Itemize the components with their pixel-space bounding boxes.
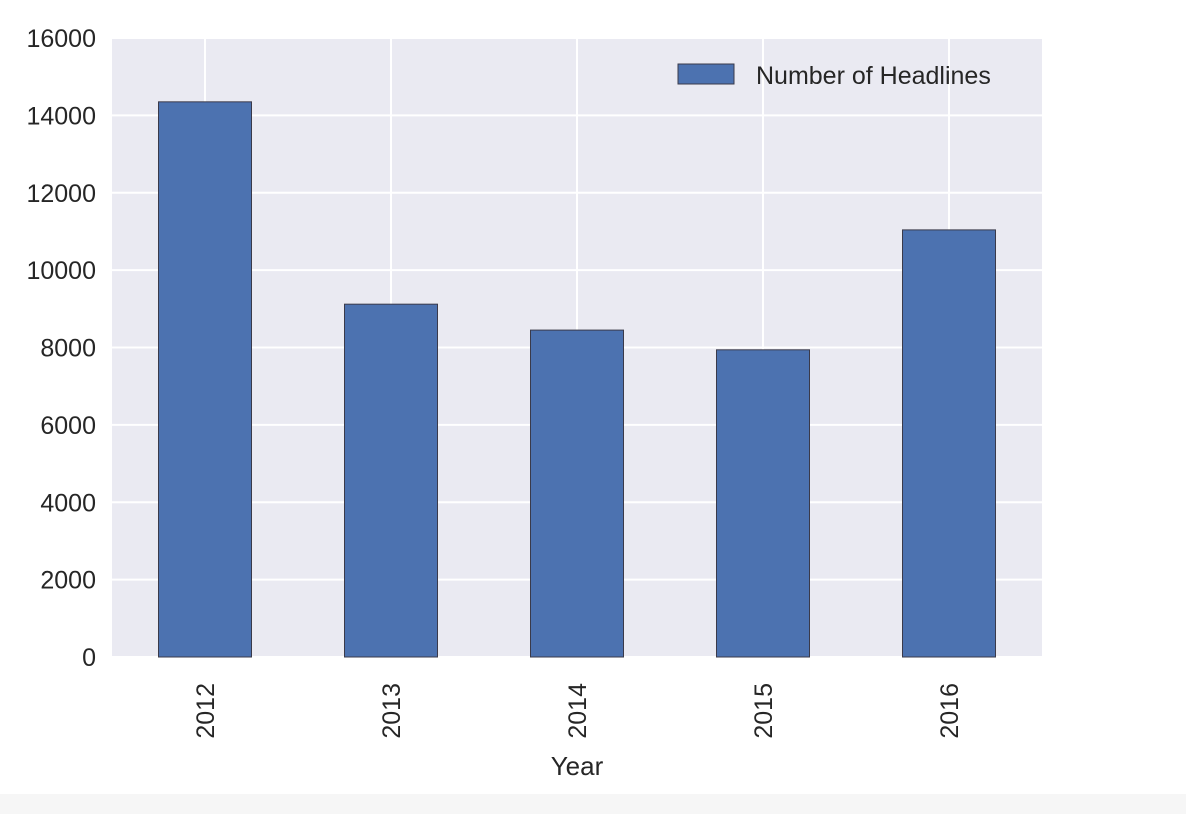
x-tick-label: 2016 (936, 683, 964, 739)
y-tick-label: 14000 (26, 102, 96, 130)
y-tick-labels: 0 2000 4000 6000 8000 10000 12000 14000 16000 (26, 25, 96, 672)
legend-label: Number of Headlines (756, 62, 991, 90)
legend-swatch (677, 63, 735, 85)
x-tick-label: 2014 (564, 683, 592, 739)
legend: Number of Headlines (677, 62, 991, 90)
y-tick-label: 2000 (40, 567, 96, 595)
y-tick-label: 0 (82, 644, 96, 672)
x-axis-label: Year (551, 751, 604, 781)
bar-2016 (902, 229, 996, 658)
y-tick-label: 6000 (40, 412, 96, 440)
bar-2014 (530, 329, 624, 658)
bars (158, 101, 996, 658)
y-tick-label: 10000 (26, 257, 96, 285)
bar-2013 (344, 303, 438, 658)
x-tick-label: 2012 (192, 683, 220, 739)
y-tick-label: 16000 (26, 25, 96, 53)
x-tick-label: 2015 (750, 683, 778, 739)
x-tick-label: 2013 (378, 683, 406, 739)
bar-2015 (716, 349, 810, 658)
page-footer-band (0, 794, 1186, 814)
bar-2012 (158, 101, 252, 658)
y-tick-label: 12000 (26, 180, 96, 208)
x-tick-labels: 2012 2013 2014 2015 2016 (192, 683, 964, 739)
y-tick-label: 4000 (40, 489, 96, 517)
y-tick-label: 8000 (40, 335, 96, 363)
